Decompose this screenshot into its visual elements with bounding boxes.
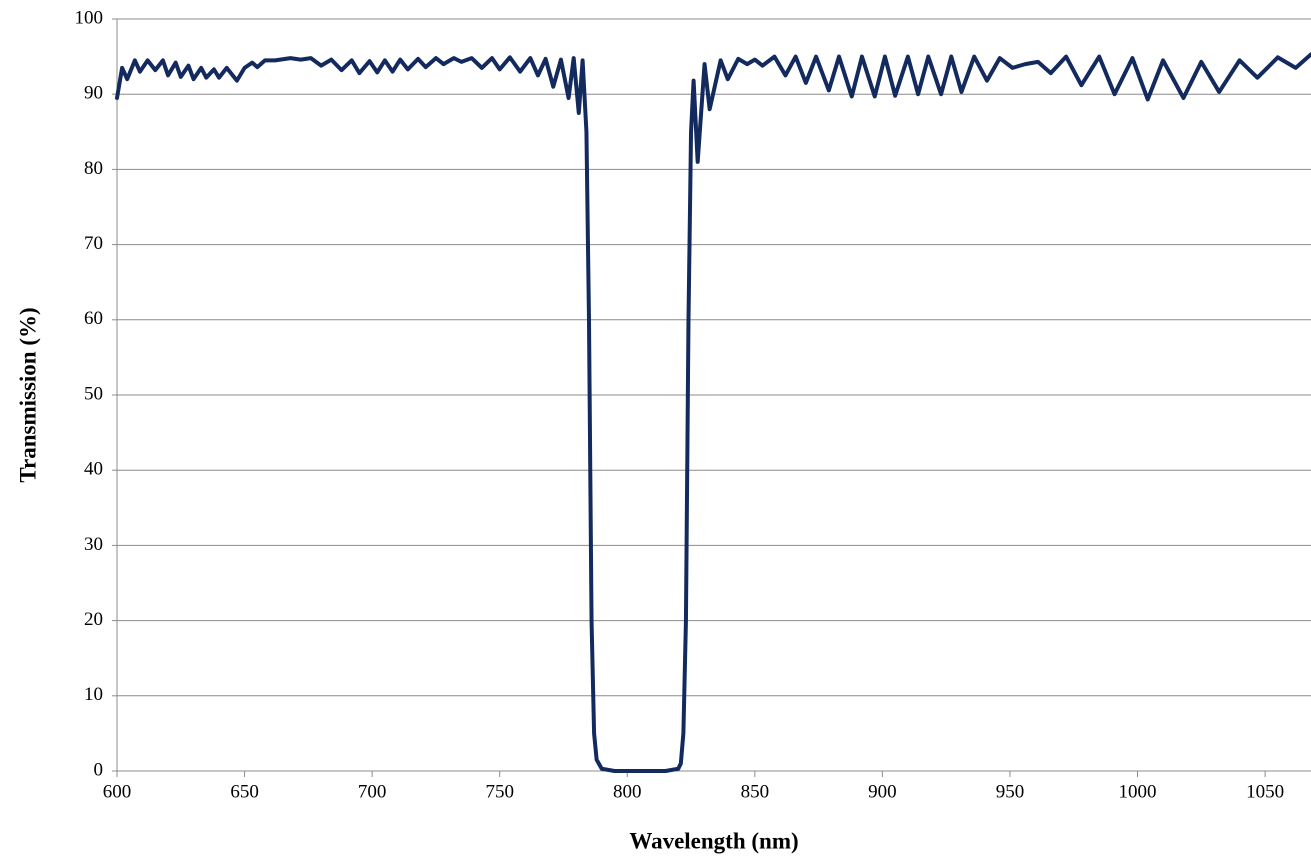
x-tick-label: 900 [868,781,897,802]
line-series [115,52,1311,773]
y-tick-label: 60 [84,308,103,329]
y-tick-label: 90 [84,83,103,104]
x-tick-label: 800 [613,781,642,802]
y-tick-label: 50 [84,383,103,404]
x-tick-label: 1000 [1119,781,1157,802]
y-tick-label: 70 [84,233,103,254]
y-tick-label: 100 [75,7,104,28]
x-tick-label: 1050 [1246,781,1284,802]
y-tick-label: 40 [84,459,103,480]
x-tick-label: 850 [741,781,770,802]
y-tick-label: 0 [94,759,104,780]
x-axis-title: Wavelength (nm) [629,828,798,853]
y-tick-label: 30 [84,534,103,555]
x-tick-label: 700 [358,781,387,802]
y-axis-title: Transmission (%) [15,307,40,482]
x-tick-label: 650 [230,781,259,802]
y-tick-label: 20 [84,609,103,630]
x-tick-label: 600 [103,781,132,802]
x-tick-label: 950 [996,781,1025,802]
x-tick-label: 750 [485,781,514,802]
y-tick-label: 80 [84,158,103,179]
y-tick-label: 10 [84,684,103,705]
